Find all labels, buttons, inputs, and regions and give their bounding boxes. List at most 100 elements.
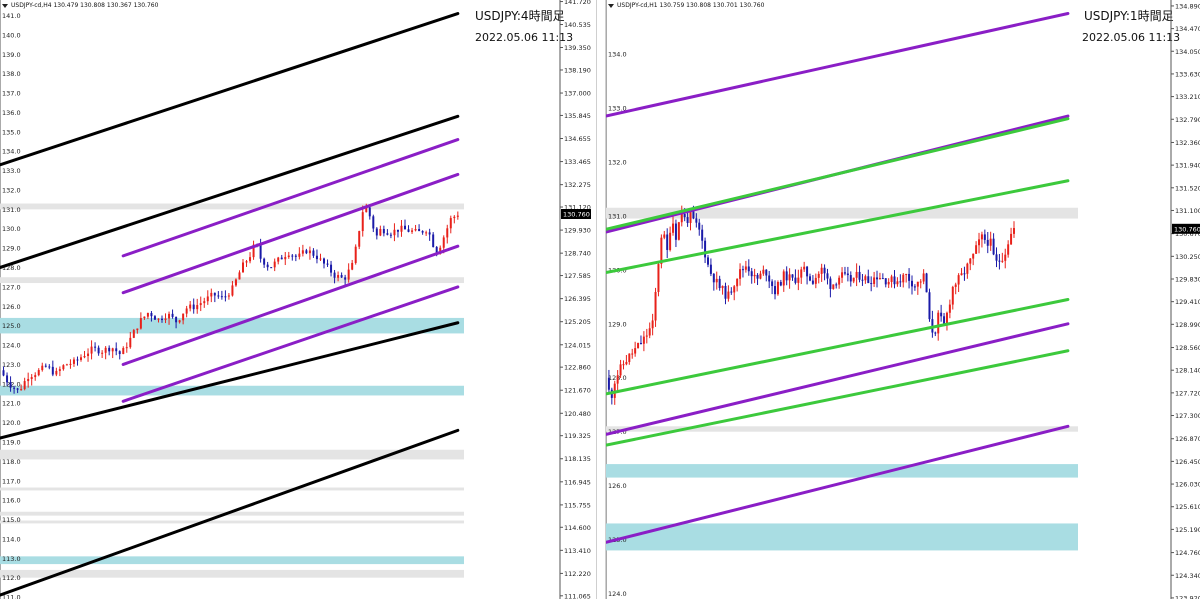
candle-body <box>252 244 255 258</box>
current-price-tag <box>1172 223 1200 234</box>
candle-body <box>58 369 61 371</box>
candle-body <box>867 276 870 284</box>
candle-body <box>449 218 452 229</box>
candle-body <box>389 234 392 236</box>
right-tick-label: 128.990 <box>1175 321 1200 329</box>
candle-body <box>712 273 715 283</box>
right-tick-label: 131.120 <box>564 204 591 212</box>
candle-body <box>806 266 809 277</box>
left-tick-label: 123.0 <box>2 361 21 369</box>
green-channel-line <box>606 298 1070 396</box>
left-tick-label: 133.0 <box>2 167 21 175</box>
candle-body <box>715 278 718 283</box>
candle-body <box>890 276 893 282</box>
candle-body <box>814 277 817 284</box>
candle-body <box>969 258 972 264</box>
right-tick-label: 127.720 <box>1175 389 1200 397</box>
candle-body <box>995 254 998 261</box>
candle-body <box>736 278 739 287</box>
candle-body <box>698 222 701 230</box>
candle-body <box>762 269 765 274</box>
blue-zone <box>0 385 464 396</box>
candle-body <box>724 285 727 299</box>
right-tick-label: 127.585 <box>564 272 591 280</box>
dropdown-triangle-icon[interactable] <box>2 3 8 8</box>
candle-body <box>178 320 181 323</box>
candle-body <box>998 260 1001 262</box>
candle-body <box>404 225 407 230</box>
gray-zone <box>0 203 464 210</box>
right-tick-label: 112.220 <box>564 570 591 578</box>
candle-body <box>361 212 364 232</box>
candle-body <box>319 258 322 260</box>
left-tick-label: 134.0 <box>2 148 21 156</box>
right-tick-label: 131.520 <box>1175 184 1200 192</box>
right-tick-label: 137.000 <box>564 90 591 98</box>
candle-body <box>37 370 40 376</box>
candle-body <box>733 286 736 293</box>
candle-body <box>234 279 237 286</box>
candle-body <box>1004 254 1007 261</box>
purple-channel-line <box>606 11 1070 118</box>
candle-body <box>960 273 963 276</box>
right-tick-label: 123.920 <box>1175 594 1200 599</box>
plot-h4[interactable]: 141.0 140.0 139.0 138.0 137.0 136.0 135.0 134.0… <box>0 0 596 599</box>
candle-body <box>919 281 922 283</box>
current-price-label: 130.760 <box>563 211 590 219</box>
right-tick-label: 134.050 <box>1175 48 1200 56</box>
candle-body <box>354 246 357 263</box>
candle-body <box>992 238 995 255</box>
candle-body <box>456 215 459 217</box>
candle-body <box>1001 260 1004 262</box>
candle-body <box>642 336 645 344</box>
chart-panel-h4: USDJPY-cd,H4 130.479 130.808 130.367 130… <box>0 0 596 599</box>
dropdown-triangle-icon[interactable] <box>608 3 614 8</box>
candle-body <box>287 255 290 257</box>
candle-body <box>266 264 269 268</box>
candle-body <box>913 286 916 288</box>
purple-channel-line <box>606 424 1070 544</box>
left-tick-label: 129.0 <box>2 245 21 253</box>
candle-body <box>800 269 803 278</box>
candle-body <box>908 273 911 281</box>
inner-channel-line <box>121 138 460 258</box>
candle-body <box>706 257 709 265</box>
candle-body <box>44 365 47 367</box>
candle-body <box>902 274 905 283</box>
right-tick-label: 133.630 <box>1175 70 1200 78</box>
candle-body <box>771 281 774 287</box>
right-tick-label: 129.410 <box>1175 298 1200 306</box>
candle-body <box>983 234 986 240</box>
right-tick-label: 120.480 <box>564 410 591 418</box>
gray-zone <box>606 207 1078 219</box>
right-tick-label: 126.030 <box>1175 481 1200 489</box>
left-tick-label: 139.0 <box>2 51 21 59</box>
panel-divider[interactable] <box>596 0 606 599</box>
right-tick-label: 133.210 <box>1175 93 1200 101</box>
candle-body <box>199 303 202 306</box>
left-tick-label: 119.0 <box>2 438 21 446</box>
candle-body <box>323 258 326 264</box>
candle-body <box>6 375 9 383</box>
candle-body <box>680 214 683 223</box>
candle-body <box>896 281 899 285</box>
left-tick-label: 113.0 <box>2 555 21 563</box>
candle-body <box>62 365 65 370</box>
candle-body <box>934 332 937 334</box>
candle-body <box>227 295 230 297</box>
left-tick-label: 124.0 <box>2 342 21 350</box>
candle-body <box>858 271 861 280</box>
left-tick-label: 131.0 <box>608 212 627 220</box>
outer-channel-line <box>0 12 460 167</box>
candle-body <box>677 222 680 240</box>
right-tick-label: 118.135 <box>564 455 591 463</box>
candle-body <box>20 389 23 391</box>
candle-body <box>657 263 660 292</box>
plot-h1[interactable]: 134.0133.0132.0131.0130.0129.0128.0127.0… <box>606 0 1200 599</box>
candle-body <box>756 274 759 279</box>
left-tick-label: 134.0 <box>608 50 627 58</box>
candle-body <box>277 257 280 262</box>
right-tick-label: 129.930 <box>564 227 591 235</box>
candle-body <box>674 223 677 240</box>
candle-body <box>333 272 336 278</box>
